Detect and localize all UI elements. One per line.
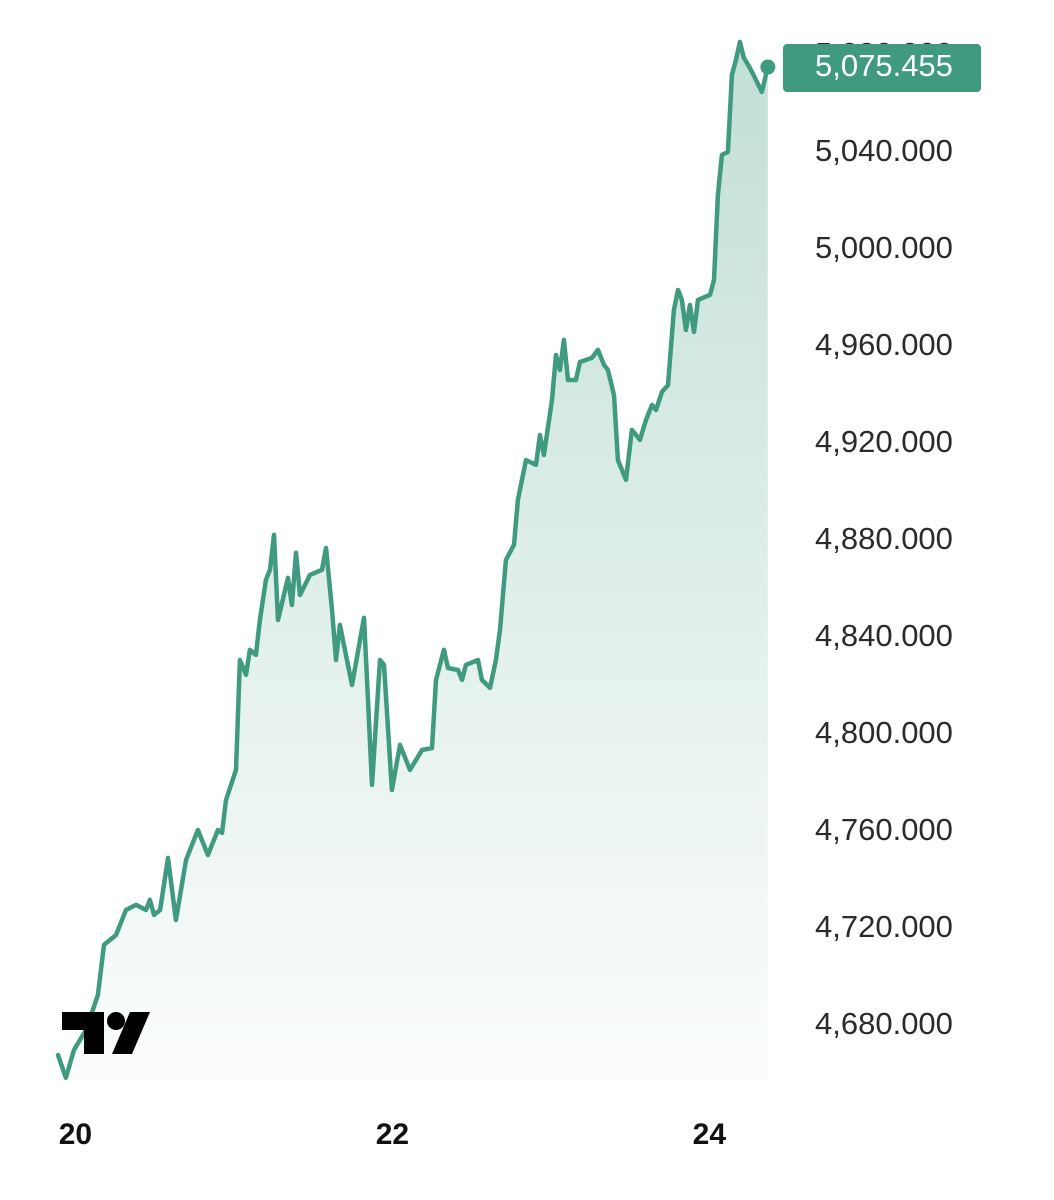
y-tick-label: 4,800.000 bbox=[815, 715, 953, 750]
area bbox=[58, 41, 768, 1080]
price-badge bbox=[783, 44, 981, 93]
line bbox=[55, 39, 771, 1081]
last-point bbox=[760, 59, 776, 75]
plot bbox=[55, 39, 771, 1081]
y-tick-label: 4,680.000 bbox=[815, 1006, 953, 1041]
logo-v bbox=[112, 1012, 150, 1054]
y-tick-label: 4,880.000 bbox=[815, 521, 953, 556]
x-tick-label: 20 bbox=[59, 1118, 92, 1151]
logo-t bbox=[62, 1012, 104, 1054]
y-tick-label: 4,840.000 bbox=[815, 618, 953, 653]
y-tick-label: 5,040.000 bbox=[815, 133, 953, 168]
logo-dot bbox=[107, 1012, 125, 1030]
y-tick-label: 4,720.000 bbox=[815, 909, 953, 944]
logo bbox=[62, 1012, 150, 1054]
y-tick-label: 4,760.000 bbox=[815, 812, 953, 847]
x-tick-label: 24 bbox=[693, 1118, 727, 1151]
overlay: 5,075.455 bbox=[760, 44, 981, 93]
y-tick-label: 5,000.000 bbox=[815, 230, 953, 265]
price-label: 5,075.455 bbox=[815, 48, 953, 83]
ticks: 4,680.000 4,720.000 4,760.000 4,800.000 4,84… bbox=[59, 36, 953, 1151]
x-tick-label: 22 bbox=[376, 1118, 409, 1151]
y-tick-label: 4,960.000 bbox=[815, 327, 953, 362]
y-tick-label: 4,920.000 bbox=[815, 424, 953, 459]
